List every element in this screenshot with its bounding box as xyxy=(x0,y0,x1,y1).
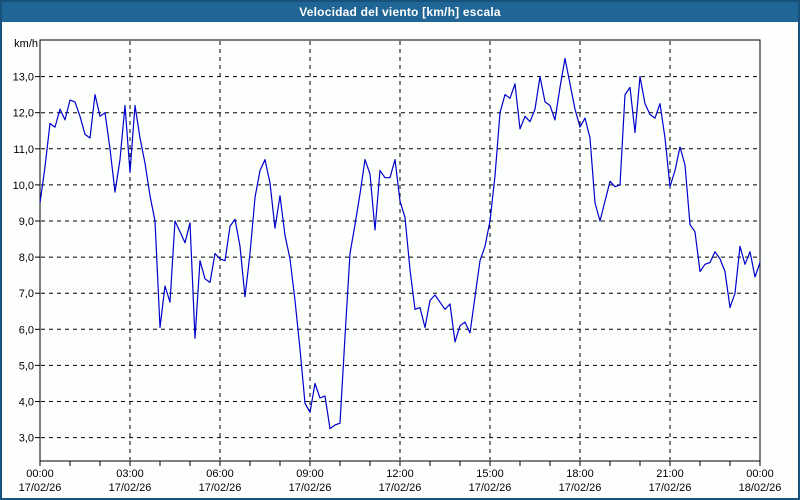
x-tick-date-label: 17/02/26 xyxy=(559,482,602,494)
y-tick-label: 12,0 xyxy=(13,108,34,120)
x-tick-time-label: 21:00 xyxy=(656,468,684,480)
x-tick-date-label: 17/02/26 xyxy=(379,482,422,494)
x-tick-date-label: 17/02/26 xyxy=(649,482,692,494)
y-axis-unit-label: km/h xyxy=(14,38,38,50)
x-tick-time-label: 18:00 xyxy=(566,468,594,480)
x-tick-time-label: 12:00 xyxy=(386,468,414,480)
plot-frame xyxy=(39,39,761,462)
x-tick-time-label: 03:00 xyxy=(116,468,144,480)
y-tick-label: 7,0 xyxy=(19,288,34,300)
y-tick-label: 8,0 xyxy=(19,252,34,264)
x-tick-time-label: 00:00 xyxy=(746,468,774,480)
y-tick-label: 10,0 xyxy=(13,180,34,192)
y-tick-label: 6,0 xyxy=(19,324,34,336)
x-tick-date-label: 17/02/26 xyxy=(199,482,242,494)
x-tick-time-label: 09:00 xyxy=(296,468,324,480)
y-tick-label: 9,0 xyxy=(19,216,34,228)
wind-speed-line xyxy=(39,57,761,430)
y-tick-label: 3,0 xyxy=(19,433,34,445)
y-tick-label: 4,0 xyxy=(19,397,34,409)
x-tick-date-label: 18/02/26 xyxy=(739,482,782,494)
x-tick-date-label: 17/02/26 xyxy=(19,482,62,494)
window-title-bar: Velocidad del viento [km/h] escala xyxy=(2,2,798,22)
x-tick-time-label: 15:00 xyxy=(476,468,504,480)
y-tick-label: 11,0 xyxy=(13,144,34,156)
window-title: Velocidad del viento [km/h] escala xyxy=(299,5,501,19)
x-tick-date-label: 17/02/26 xyxy=(109,482,152,494)
x-tick-date-label: 17/02/26 xyxy=(289,482,332,494)
x-tick-time-label: 00:00 xyxy=(26,468,54,480)
y-tick-label: 5,0 xyxy=(19,360,34,372)
x-tick-date-label: 17/02/26 xyxy=(469,482,512,494)
y-tick-label: 13,0 xyxy=(13,72,34,84)
x-tick-time-label: 06:00 xyxy=(206,468,234,480)
